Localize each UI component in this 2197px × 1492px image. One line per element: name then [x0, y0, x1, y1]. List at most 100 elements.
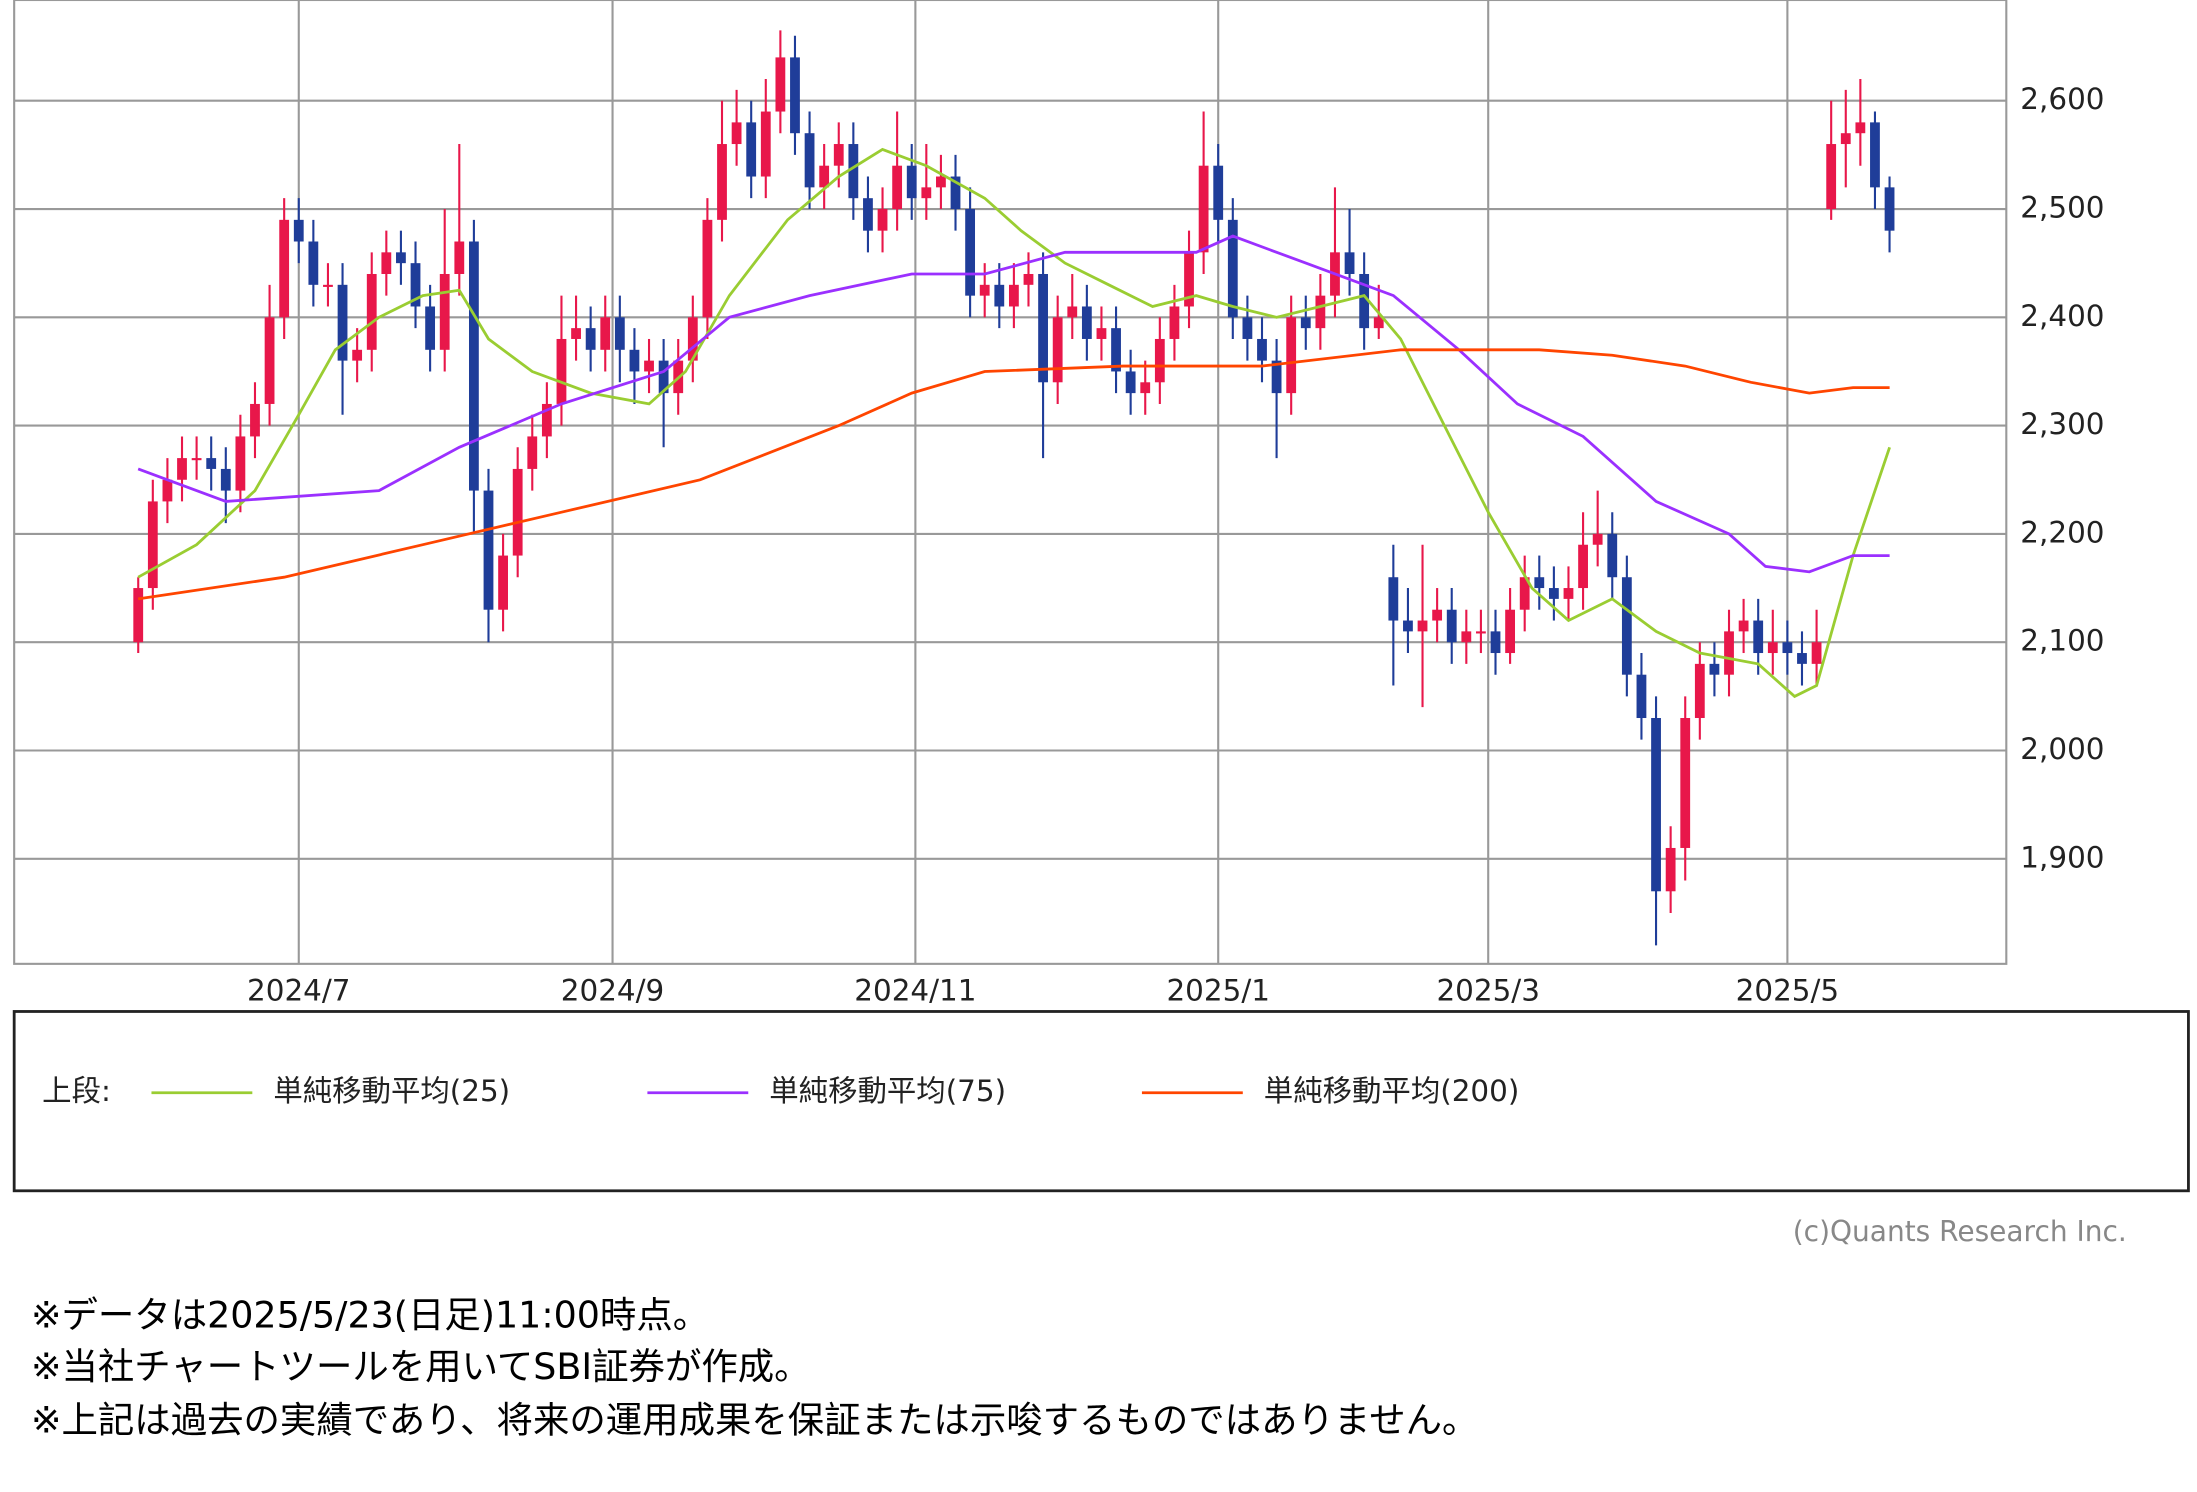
- candle-body: [162, 479, 173, 502]
- candle-body: [644, 360, 654, 372]
- candle-body: [1023, 273, 1034, 285]
- candle-body: [337, 284, 348, 361]
- candle-body: [1271, 360, 1282, 394]
- y-tick-label: 2,100: [2020, 624, 2104, 658]
- x-tick-label: 2025/5: [1736, 973, 1839, 1007]
- candle-body: [1636, 674, 1647, 719]
- candle-body: [1111, 328, 1121, 372]
- candle-body: [760, 111, 771, 177]
- y-tick-label: 1,900: [2020, 840, 2104, 874]
- candle-body: [863, 198, 873, 231]
- candle-body: [352, 349, 363, 361]
- candle-body: [790, 57, 800, 134]
- y-tick-label: 2,000: [2020, 732, 2104, 766]
- candle-body: [1432, 609, 1443, 621]
- x-tick-label: 2024/9: [561, 973, 664, 1007]
- candle-body: [1811, 642, 1822, 664]
- candle-body: [1213, 165, 1224, 220]
- legend-prefix: 上段:: [42, 1074, 111, 1108]
- candle-body: [1184, 252, 1194, 307]
- candle-body: [658, 360, 669, 394]
- candle-body: [687, 317, 698, 361]
- candle-body: [1680, 718, 1691, 848]
- x-tick-label: 2025/3: [1436, 973, 1539, 1007]
- x-tick-label: 2024/11: [854, 973, 976, 1007]
- candle-body: [556, 338, 567, 404]
- x-tick-label: 2025/1: [1166, 973, 1269, 1007]
- candle-body: [1169, 306, 1180, 339]
- candle-body: [979, 284, 990, 296]
- candle-body: [1826, 144, 1837, 210]
- candle-body: [600, 317, 611, 350]
- credit: (c)Quants Research Inc.: [1793, 1215, 2127, 1248]
- candle-body: [1607, 533, 1618, 578]
- candle-body: [1519, 577, 1530, 610]
- candle-body: [425, 306, 436, 350]
- candle-body: [950, 176, 961, 210]
- candle-body: [396, 252, 406, 264]
- candle-body: [410, 263, 421, 307]
- candle-body: [1300, 317, 1311, 329]
- candle-body: [585, 328, 596, 350]
- legend-label: 単純移動平均(200): [1264, 1074, 1520, 1108]
- candle-body: [133, 588, 144, 643]
- candle-body: [1782, 642, 1793, 654]
- candle-body: [892, 165, 903, 210]
- candle-body: [1038, 273, 1048, 383]
- candle-body: [1694, 663, 1705, 719]
- candle-body: [936, 176, 946, 188]
- candle-body: [323, 284, 333, 287]
- candle-body: [1797, 653, 1807, 664]
- candle-body: [1651, 718, 1661, 892]
- candle-body: [483, 490, 494, 610]
- candle-body: [366, 273, 377, 350]
- y-tick-label: 2,300: [2020, 407, 2104, 441]
- candle-body: [1403, 620, 1413, 632]
- candle-body: [250, 403, 260, 437]
- candle-body: [1592, 533, 1603, 545]
- candle-body: [1505, 609, 1516, 654]
- candle-body: [1154, 338, 1165, 383]
- candle-body: [1855, 122, 1866, 134]
- candle-body: [629, 349, 640, 372]
- candle-body: [1534, 577, 1545, 589]
- candle-body: [1388, 577, 1399, 621]
- candle-body: [804, 133, 815, 188]
- candle-body: [1840, 133, 1851, 145]
- candle-body: [498, 555, 508, 610]
- candle-body: [965, 209, 976, 296]
- candle-body: [1446, 609, 1457, 643]
- legend-label: 単純移動平均(25): [273, 1074, 510, 1108]
- candle-body: [381, 252, 392, 274]
- candle-body: [877, 209, 888, 231]
- note: ※上記は過去の実績であり、将来の運用成果を保証または示唆するものではありません。: [31, 1398, 1478, 1441]
- candle-body: [1417, 620, 1428, 632]
- y-tick-label: 2,500: [2020, 191, 2104, 225]
- candle-body: [775, 57, 786, 112]
- candle-body: [220, 468, 231, 491]
- legend-label: 単純移動平均(75): [769, 1074, 1006, 1108]
- note: ※当社チャートツールを用いてSBI証券が作成。: [31, 1345, 811, 1388]
- candle-body: [1373, 317, 1384, 329]
- candle-body: [468, 241, 479, 491]
- candle-body: [1257, 338, 1267, 361]
- moving-average-line: [137, 147, 1891, 699]
- candle-body: [819, 165, 830, 188]
- candle-body: [1140, 382, 1151, 394]
- candle-body: [1476, 631, 1486, 634]
- candle-body: [731, 122, 742, 145]
- candle-body: [848, 144, 859, 199]
- candle-body: [1884, 187, 1895, 231]
- candle-body: [1548, 588, 1559, 599]
- candle-body: [906, 165, 917, 199]
- candle-body: [1461, 631, 1472, 643]
- candle-body: [527, 436, 538, 469]
- candle-body: [1578, 544, 1588, 589]
- candle-body: [1767, 642, 1778, 654]
- candle-body: [454, 241, 465, 274]
- candle-body: [746, 122, 757, 177]
- candle-body: [1081, 306, 1092, 339]
- candle-body: [206, 458, 217, 469]
